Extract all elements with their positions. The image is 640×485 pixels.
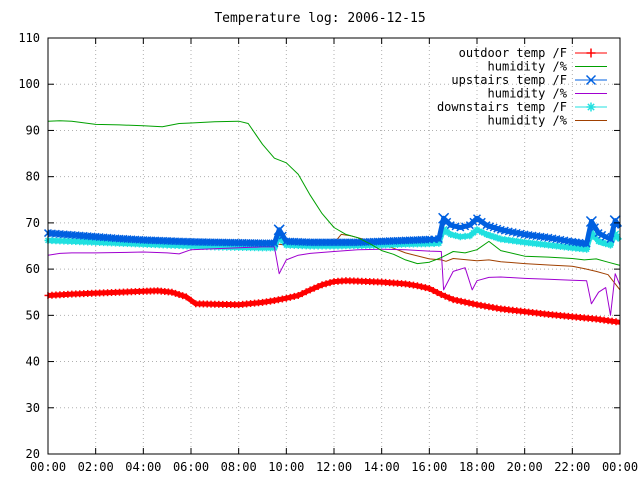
data-point-marker [438,212,450,224]
series-group [43,120,623,326]
legend-label: humidity /% [488,60,568,74]
legend-label: outdoor temp /F [459,46,567,60]
series-1 [47,120,621,266]
axes: 20 30 40 50 60 70 80 90 100 110 00:00 02:00 04:00 06:… [18,31,638,474]
legend-label: humidity /% [488,87,568,101]
data-point-marker [524,230,533,240]
series-line [47,246,621,316]
x-tick-label: 00:00 [30,460,66,474]
data-point-marker [583,246,590,253]
x-tick-label: 08:00 [221,460,257,474]
y-tick-label: 60 [26,262,40,276]
data-point-marker [548,234,557,243]
data-point-marker [496,225,505,234]
data-point-marker [560,236,569,245]
legend-label: downstairs temp /F [437,100,567,114]
x-tick-label: 22:00 [554,460,590,474]
data-point-marker [579,239,588,248]
y-tick-label: 70 [26,216,40,230]
x-tick-label: 10:00 [268,460,304,474]
data-point-marker [452,232,459,239]
data-point-marker [472,214,482,223]
data-point-marker [607,242,614,249]
data-point-marker [273,224,285,236]
x-tick-label: 06:00 [173,460,209,474]
data-point-marker [552,235,561,244]
y-tick-label: 90 [26,123,40,137]
x-tick-label: 18:00 [459,460,495,474]
y-tick-label: 80 [26,170,40,184]
data-point-marker [278,231,287,240]
data-point-marker [512,228,521,237]
data-point-marker [447,231,454,238]
y-tick-label: 50 [26,308,40,322]
data-point-marker [457,233,464,240]
data-point-marker [486,222,495,231]
data-point-marker [461,222,470,231]
y-tick-label: 30 [26,401,40,415]
x-tick-label: 04:00 [125,460,161,474]
data-point-marker [585,74,597,86]
series-0 [44,277,621,326]
x-tick-label: 00:00 [602,460,638,474]
data-point-marker [462,233,469,240]
data-point-marker [528,231,537,240]
y-tick-label: 20 [26,447,40,461]
data-point-marker [532,232,541,241]
data-point-marker [568,237,577,246]
data-point-marker [444,229,451,236]
chart-title: Temperature log: 2006-12-15 [214,11,425,26]
data-point-marker [606,235,615,244]
data-point-marker [594,229,603,238]
data-point-marker [508,228,517,237]
x-tick-label: 14:00 [364,460,400,474]
data-point-marker [598,230,607,239]
series-4 [44,224,622,253]
data-point-marker [500,226,509,235]
data-point-marker [540,233,549,242]
legend-label: humidity /% [488,114,568,128]
data-point-marker [434,235,443,244]
data-point-marker [477,217,486,226]
data-point-marker [556,235,565,244]
data-point-marker [582,239,591,248]
data-point-marker [536,232,545,241]
data-point-marker [478,229,485,236]
data-point-marker [270,239,279,248]
data-point-marker [520,230,529,239]
x-tick-label: 02:00 [78,460,114,474]
data-point-marker [474,226,480,233]
data-point-marker [493,224,502,233]
data-point-marker [571,238,580,247]
data-point-marker [489,223,498,232]
series-2 [43,212,623,248]
x-tick-label: 16:00 [411,460,447,474]
data-point-marker [456,223,465,232]
data-point-marker [482,221,491,230]
y-tick-label: 110 [18,31,40,45]
series-line [47,120,621,266]
data-point-marker [601,232,610,241]
x-tick-label: 12:00 [316,460,352,474]
series-3 [47,246,621,316]
x-tick-label: 20:00 [507,460,543,474]
legend-label: upstairs temp /F [451,73,567,87]
data-point-marker [504,227,513,236]
y-tick-label: 40 [26,355,40,369]
y-tick-label: 100 [18,77,40,91]
data-point-marker [590,223,600,232]
data-point-marker [575,238,584,247]
data-point-marker [516,229,525,238]
data-point-marker [587,103,595,111]
data-point-marker [564,237,573,246]
data-point-marker [544,233,553,242]
data-point-marker [585,215,597,228]
data-point-marker [609,215,621,227]
